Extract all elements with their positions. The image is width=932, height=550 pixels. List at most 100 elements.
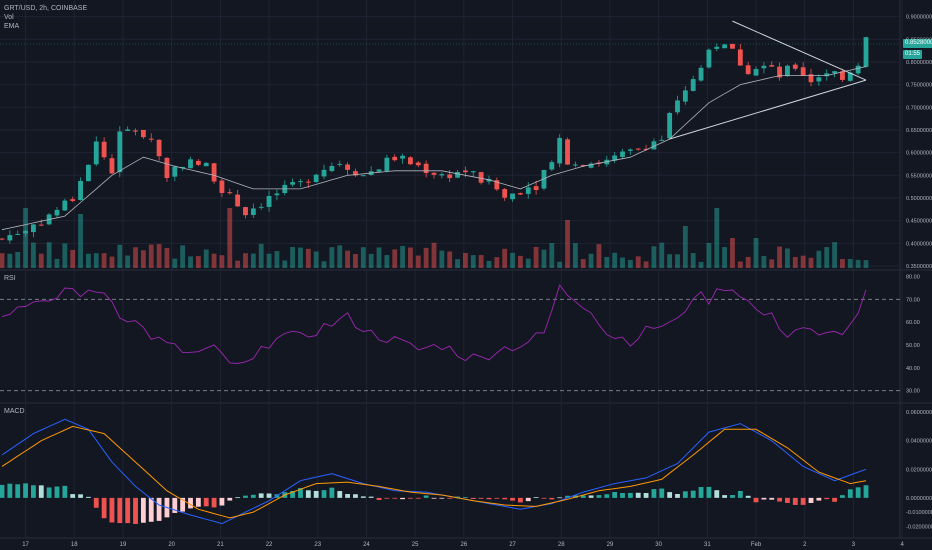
macd-histogram-bar	[463, 497, 468, 498]
x-tick-label: 28	[558, 542, 565, 548]
volume-bar	[337, 245, 343, 268]
volume-bar	[93, 253, 99, 268]
candle-body	[219, 180, 225, 193]
candle-body	[541, 169, 547, 189]
macd-histogram-bar	[651, 489, 657, 498]
candle-body	[337, 163, 343, 165]
x-tick-label: 22	[266, 542, 273, 548]
volume-bar	[549, 243, 555, 268]
macd-histogram-bar	[525, 497, 531, 502]
volume-bar	[431, 242, 437, 268]
axes: 17 18 19 20 21 22 23 24 25 26 27 28 29 30 31 Feb 2 3 40.90…	[22, 15, 932, 548]
macd-histogram-bar	[117, 497, 123, 524]
macd-histogram-bar	[408, 497, 413, 499]
volume-bar	[816, 250, 822, 268]
macd-histogram-bar	[133, 497, 138, 524]
macd-histogram-bar	[588, 495, 594, 498]
candle-body	[392, 156, 398, 161]
candle-body	[15, 233, 21, 235]
macd-histogram-bar	[769, 497, 775, 500]
volume-bar	[125, 255, 131, 268]
volume-bar	[769, 259, 775, 268]
x-tick-label: 29	[607, 542, 614, 548]
macd-line	[1, 418, 867, 525]
volume-bar	[298, 247, 303, 268]
candle-body	[722, 44, 728, 49]
candle-body	[470, 171, 476, 173]
volume-bar	[321, 261, 327, 268]
candle-body	[54, 209, 60, 216]
rsi-title: RSI	[4, 275, 16, 282]
macd-histogram-bar	[682, 491, 688, 498]
candle-body	[682, 90, 688, 102]
macd-panel[interactable]	[0, 418, 869, 525]
macd-histogram-bar	[470, 497, 476, 500]
candle-body	[714, 46, 720, 49]
rsi-tick-label: 30.00	[906, 389, 920, 395]
candle-body	[847, 72, 853, 81]
candle-body	[172, 166, 178, 177]
volume-bar	[525, 258, 531, 268]
candle-body	[109, 158, 115, 174]
volume-bar	[219, 255, 225, 268]
macd-histogram-bar	[675, 493, 680, 498]
candle-body	[211, 163, 217, 182]
macd-histogram-bar	[840, 495, 845, 498]
candle-body	[85, 164, 91, 182]
macd-histogram-bar	[313, 490, 319, 498]
x-tick-label: 18	[71, 542, 78, 548]
macd-histogram-bar	[800, 497, 806, 505]
candle-body	[0, 238, 5, 240]
triangle-pattern[interactable]	[669, 20, 867, 140]
candle-body	[855, 65, 861, 74]
volume-bar	[722, 247, 728, 268]
rsi-line	[1, 284, 867, 364]
volume-bar	[31, 242, 36, 268]
macd-histogram-bar	[329, 487, 335, 498]
candle-body	[353, 171, 358, 176]
volume-bar	[101, 253, 107, 268]
macd-histogram-bar	[140, 497, 146, 523]
macd-histogram-bar	[604, 494, 610, 498]
macd-histogram-bar	[400, 497, 405, 500]
macd-histogram-bar	[455, 496, 460, 498]
candle-body	[494, 180, 500, 190]
x-tick-label: 31	[704, 542, 711, 548]
candle-body	[580, 164, 586, 167]
macd-histogram-bar	[15, 484, 21, 498]
candle-body	[305, 181, 311, 183]
volume-bar	[7, 253, 13, 268]
macd-histogram-bar	[824, 497, 830, 500]
macd-histogram-bar	[227, 497, 233, 501]
volume-bar	[235, 260, 241, 268]
macd-histogram-bar	[541, 497, 547, 499]
candle-body	[667, 112, 673, 139]
candle-body	[415, 162, 421, 166]
candle-body	[447, 174, 453, 179]
candlesticks[interactable]	[0, 36, 869, 244]
candle-body	[572, 164, 578, 166]
macd-histogram-bar	[148, 497, 154, 522]
macd-histogram-bar	[863, 485, 869, 498]
candle-body	[266, 195, 272, 207]
x-tick-label: 4	[900, 542, 904, 548]
macd-histogram-bar	[78, 494, 83, 498]
candle-body	[785, 65, 790, 77]
candle-body	[510, 193, 515, 200]
volume-bar	[596, 244, 602, 268]
volume-bar	[203, 249, 209, 268]
macd-histogram-bar	[172, 497, 178, 513]
rsi-panel[interactable]	[0, 284, 900, 392]
x-tick-label: Feb	[751, 542, 762, 548]
candle-body	[258, 206, 264, 208]
volume-bar	[463, 253, 468, 268]
macd-histogram-bar	[203, 497, 209, 507]
candle-body	[38, 224, 44, 226]
volume-bar	[353, 253, 358, 268]
volume-bar	[62, 243, 68, 268]
volume-bar	[227, 208, 233, 268]
